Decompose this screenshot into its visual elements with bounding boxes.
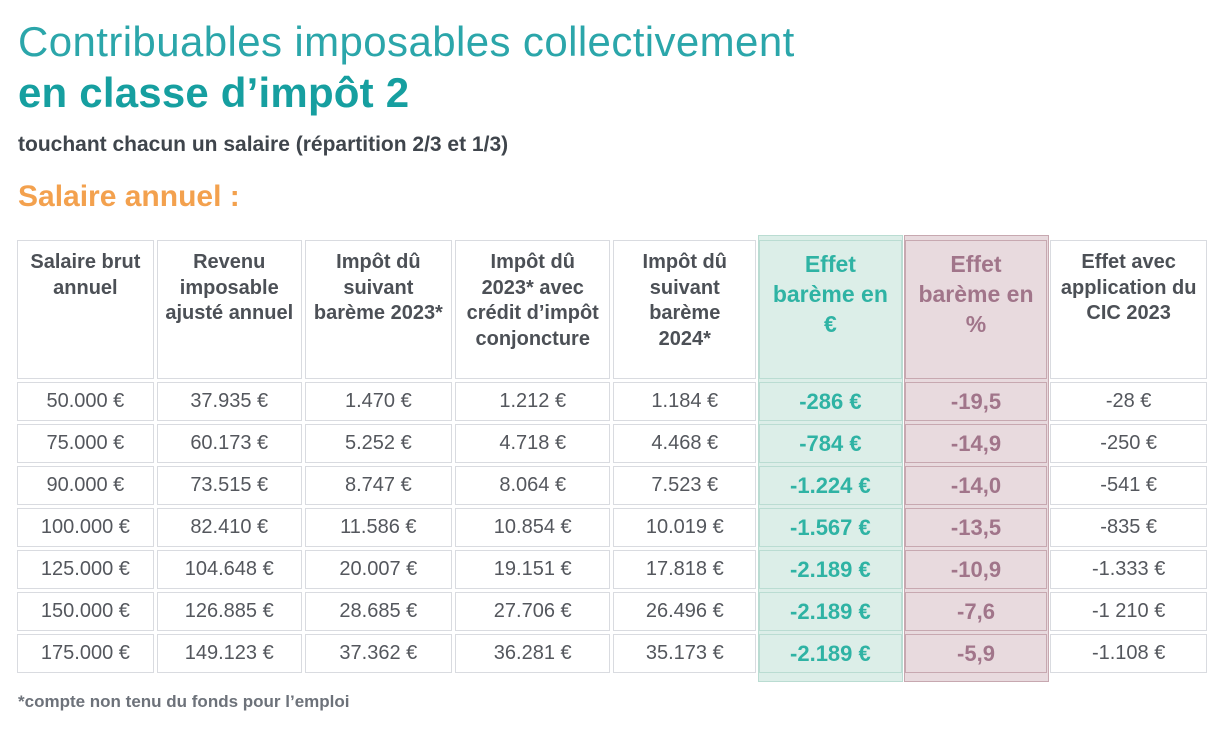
table-cell: 10.854 € — [455, 508, 611, 548]
table-cell: 8.064 € — [455, 466, 611, 506]
table-cell: 149.123 € — [156, 634, 302, 674]
table-cell: -2.189 € — [759, 550, 902, 590]
table-body: 50.000 €37.935 €1.470 €1.212 €1.184 € -28… — [17, 382, 1207, 674]
table-cell: 26.496 € — [613, 592, 757, 632]
table-row: 100.000 €82.410 €11.586 €10.854 €10.019 … — [17, 508, 1207, 548]
table-cell: 60.173 € — [156, 424, 302, 464]
table-cell: -5,9 — [904, 634, 1048, 674]
table-cell: -28 € — [1050, 382, 1207, 422]
table-cell: 8.747 € — [304, 466, 452, 506]
column-header-3: Impôt dû 2023* avec crédit d’impôt conjo… — [455, 240, 611, 380]
table-cell: 17.818 € — [613, 550, 757, 590]
table-cell: 82.410 € — [156, 508, 302, 548]
table-cell: 73.515 € — [156, 466, 302, 506]
table-header-row: Salaire brut annuel Revenu imposable ajus… — [17, 240, 1207, 380]
table-row: 150.000 €126.885 €28.685 €27.706 €26.496… — [17, 592, 1207, 632]
table-cell: 19.151 € — [455, 550, 611, 590]
table-cell: -10,9 — [904, 550, 1048, 590]
table-cell: 36.281 € — [455, 634, 611, 674]
table-cell: -286 € — [759, 382, 902, 422]
table-cell: -14,0 — [904, 466, 1048, 506]
title-line2: en classe d’impôt 2 — [18, 69, 410, 117]
column-header-5: Effet barème en € — [759, 240, 902, 380]
column-header-2: Impôt dû suivant barème 2023* — [304, 240, 452, 380]
table-header: Salaire brut annuel Revenu imposable ajus… — [17, 240, 1207, 380]
table-cell: 27.706 € — [455, 592, 611, 632]
table-cell: 90.000 € — [17, 466, 154, 506]
column-header-7: Effet avec application du CIC 2023 — [1050, 240, 1207, 380]
table-cell: 126.885 € — [156, 592, 302, 632]
table-cell: -19,5 — [904, 382, 1048, 422]
table-cell: 35.173 € — [613, 634, 757, 674]
subtitle: touchant chacun un salaire (répartition … — [18, 133, 509, 157]
table-cell: -14,9 — [904, 424, 1048, 464]
table-cell: 104.648 € — [156, 550, 302, 590]
table-cell: -1 210 € — [1050, 592, 1207, 632]
tax-table: Salaire brut annuel Revenu imposable ajus… — [14, 237, 1210, 676]
table-row: 75.000 €60.173 €5.252 €4.718 €4.468 € -78… — [17, 424, 1207, 464]
table-cell: 5.252 € — [304, 424, 452, 464]
title-line1: Contribuables imposables collectivement — [18, 18, 795, 65]
table-cell: -1.224 € — [759, 466, 902, 506]
table-cell: 150.000 € — [17, 592, 154, 632]
table-cell: -2.189 € — [759, 592, 902, 632]
table-row: 50.000 €37.935 €1.470 €1.212 €1.184 € -28… — [17, 382, 1207, 422]
footnote: *compte non tenu du fonds pour l’emploi — [18, 692, 350, 712]
table-cell: 11.586 € — [304, 508, 452, 548]
table-cell: -7,6 — [904, 592, 1048, 632]
table-cell: -835 € — [1050, 508, 1207, 548]
table-cell: -1.333 € — [1050, 550, 1207, 590]
table-cell: 100.000 € — [17, 508, 154, 548]
table-row: 175.000 €149.123 €37.362 €36.281 €35.173… — [17, 634, 1207, 674]
table-cell: 50.000 € — [17, 382, 154, 422]
table-cell: -13,5 — [904, 508, 1048, 548]
table-cell: 175.000 € — [17, 634, 154, 674]
table-cell: -1.108 € — [1050, 634, 1207, 674]
table-cell: 7.523 € — [613, 466, 757, 506]
table-cell: -541 € — [1050, 466, 1207, 506]
table-cell: -250 € — [1050, 424, 1207, 464]
table-cell: -2.189 € — [759, 634, 902, 674]
table-row: 125.000 €104.648 €20.007 €19.151 €17.818… — [17, 550, 1207, 590]
table-cell: 10.019 € — [613, 508, 757, 548]
table-cell: 75.000 € — [17, 424, 154, 464]
column-header-6: Effet barème en % — [904, 240, 1048, 380]
table-row: 90.000 €73.515 €8.747 €8.064 €7.523 € -1.… — [17, 466, 1207, 506]
table-cell: 1.184 € — [613, 382, 757, 422]
table-cell: 37.935 € — [156, 382, 302, 422]
table-cell: -784 € — [759, 424, 902, 464]
column-header-0: Salaire brut annuel — [17, 240, 154, 380]
table-cell: 1.470 € — [304, 382, 452, 422]
page-title: Contribuables imposables collectivement … — [18, 16, 1210, 118]
table-cell: 37.362 € — [304, 634, 452, 674]
table-cell: 28.685 € — [304, 592, 452, 632]
column-header-4: Impôt dû suivant barème 2024* — [613, 240, 757, 380]
table-cell: -1.567 € — [759, 508, 902, 548]
section-heading: Salaire annuel : — [18, 180, 240, 214]
table-cell: 1.212 € — [455, 382, 611, 422]
table-cell: 4.468 € — [613, 424, 757, 464]
table-cell: 4.718 € — [455, 424, 611, 464]
tax-table-container: Salaire brut annuel Revenu imposable ajus… — [14, 235, 1210, 683]
table-cell: 20.007 € — [304, 550, 452, 590]
table-cell: 125.000 € — [17, 550, 154, 590]
column-header-1: Revenu imposable ajusté annuel — [156, 240, 302, 380]
